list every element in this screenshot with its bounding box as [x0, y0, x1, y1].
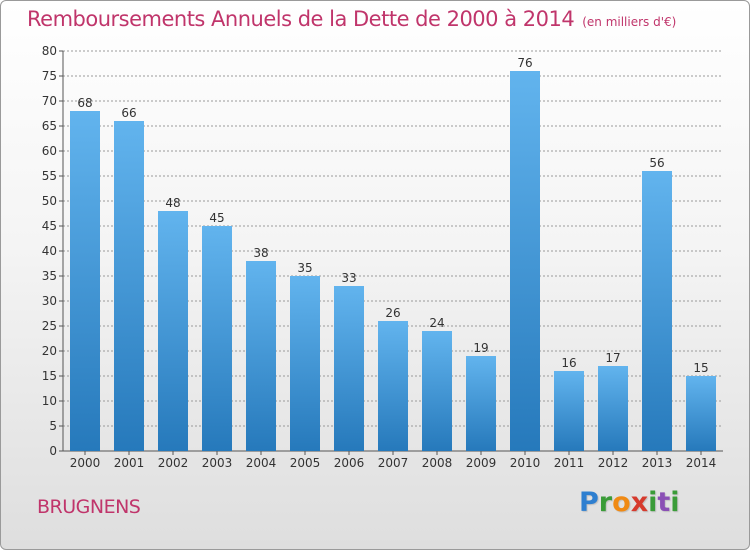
x-tick-label-2007: 2007: [378, 456, 409, 470]
bar-2004: [246, 261, 276, 451]
x-tick-label-2010: 2010: [510, 456, 541, 470]
x-tick-label-2008: 2008: [422, 456, 453, 470]
chart-title-text: Remboursements Annuels de la Dette de 20…: [27, 7, 575, 31]
bar-2001: [114, 121, 144, 451]
logo-letter: x: [630, 487, 649, 518]
bars: [70, 71, 716, 451]
bar-2014: [686, 376, 716, 451]
y-tick-label: 45: [42, 219, 57, 233]
x-tick-label-2004: 2004: [246, 456, 277, 470]
x-tick-label-2001: 2001: [114, 456, 145, 470]
value-label-2000: 68: [77, 96, 92, 110]
value-label-2007: 26: [385, 306, 400, 320]
logo-letter: t: [657, 487, 671, 518]
y-tick-label: 25: [42, 319, 57, 333]
x-tick-label-2002: 2002: [158, 456, 189, 470]
chart-title: Remboursements Annuels de la Dette de 20…: [27, 7, 676, 31]
y-tick-label: 35: [42, 269, 57, 283]
logo-letter: i: [648, 487, 658, 518]
y-tick-label: 50: [42, 194, 57, 208]
bar-2010: [510, 71, 540, 451]
y-tick-label: 70: [42, 94, 57, 108]
y-tick-label: 60: [42, 144, 57, 158]
y-tick-label: 15: [42, 369, 57, 383]
y-tick-label: 0: [49, 444, 57, 458]
logo-letter: r: [598, 487, 613, 518]
logo-letter: i: [670, 487, 680, 518]
bar-2009: [466, 356, 496, 451]
proxiti-logo[interactable]: Proxiti: [579, 487, 680, 518]
x-tick-label-2009: 2009: [466, 456, 497, 470]
value-label-2011: 16: [561, 356, 576, 370]
value-label-2006: 33: [341, 271, 356, 285]
x-tick-label-2013: 2013: [642, 456, 673, 470]
bar-2005: [290, 276, 320, 451]
logo-letter: o: [612, 487, 631, 518]
bar-2012: [598, 366, 628, 451]
value-label-2013: 56: [649, 156, 664, 170]
value-label-2009: 19: [473, 341, 488, 355]
x-tick-label-2006: 2006: [334, 456, 365, 470]
y-tick-label: 75: [42, 69, 57, 83]
value-label-2012: 17: [605, 351, 620, 365]
bar-2007: [378, 321, 408, 451]
x-tick-label-2000: 2000: [70, 456, 101, 470]
value-label-2005: 35: [297, 261, 312, 275]
value-label-2001: 66: [121, 106, 136, 120]
bar-2008: [422, 331, 452, 451]
y-tick-label: 5: [49, 419, 57, 433]
y-tick-label: 20: [42, 344, 57, 358]
y-tick-label: 80: [42, 44, 57, 58]
bar-2006: [334, 286, 364, 451]
x-tick-label-2014: 2014: [686, 456, 717, 470]
bar-2003: [202, 226, 232, 451]
x-tick-label-2003: 2003: [202, 456, 233, 470]
x-tick-label-2011: 2011: [554, 456, 585, 470]
x-tick-label-2012: 2012: [598, 456, 629, 470]
value-label-2003: 45: [209, 211, 224, 225]
x-tick-label-2005: 2005: [290, 456, 321, 470]
y-tick-label: 40: [42, 244, 57, 258]
value-label-2014: 15: [693, 361, 708, 375]
value-label-2010: 76: [517, 56, 532, 70]
unit-label: (en milliers d'€): [582, 15, 677, 29]
y-tick-label: 65: [42, 119, 57, 133]
value-label-2008: 24: [429, 316, 444, 330]
y-tick-label: 30: [42, 294, 57, 308]
x-tick-labels: 2000 2001 2002 2003 2004 2005 2006 2007 2008 2009…: [70, 451, 717, 470]
value-label-2004: 38: [253, 246, 268, 260]
bar-2011: [554, 371, 584, 451]
y-tick-label: 10: [42, 394, 57, 408]
bar-2013: [642, 171, 672, 451]
logo-letter: P: [579, 487, 599, 518]
bar-2002: [158, 211, 188, 451]
value-label-2002: 48: [165, 196, 180, 210]
y-tick-label: 55: [42, 169, 57, 183]
value-labels: 68 66 48 45 38 35 33 26 24 19 76 16 17 56 15: [77, 56, 708, 375]
bar-2000: [70, 111, 100, 451]
commune-name: BRUGNENS: [37, 496, 141, 518]
y-tick-labels: 0 5 10 15 20 25 30 35 40 45 50 55 60 65 70 75 80: [42, 44, 57, 458]
